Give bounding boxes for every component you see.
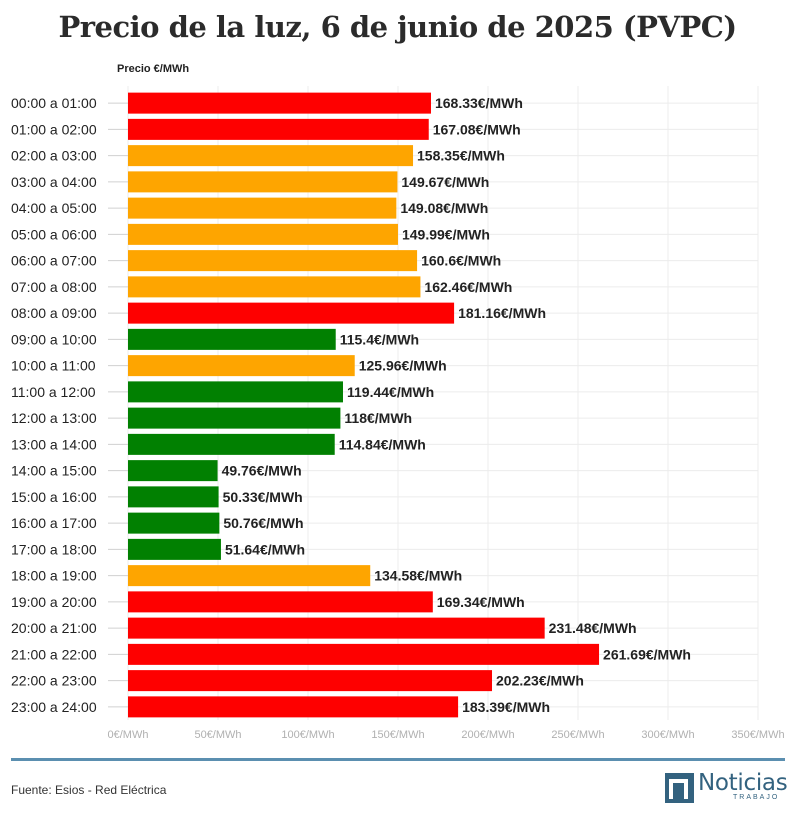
x-tick-label: 100€/MWh bbox=[281, 729, 334, 741]
bar bbox=[128, 696, 459, 718]
bar bbox=[128, 643, 600, 665]
value-label: 231.48€/MWh bbox=[549, 620, 637, 636]
value-label: 115.4€/MWh bbox=[340, 331, 419, 347]
category-label: 17:00 a 18:00 bbox=[11, 541, 97, 557]
category-label: 16:00 a 17:00 bbox=[11, 515, 97, 531]
bar bbox=[128, 512, 220, 534]
bar bbox=[128, 433, 335, 455]
category-label: 07:00 a 08:00 bbox=[11, 279, 97, 295]
value-label: 168.33€/MWh bbox=[435, 95, 523, 111]
bar bbox=[128, 276, 421, 298]
chart-title: Precio de la luz, 6 de junio de 2025 (PV… bbox=[58, 10, 737, 44]
bar bbox=[128, 328, 336, 350]
bar bbox=[128, 171, 398, 193]
value-label: 162.46€/MWh bbox=[424, 279, 512, 295]
category-label: 00:00 a 01:00 bbox=[11, 95, 97, 111]
bar bbox=[128, 197, 397, 219]
bar bbox=[128, 145, 414, 167]
value-label: 114.84€/MWh bbox=[339, 436, 426, 452]
category-label: 11:00 a 12:00 bbox=[11, 384, 96, 400]
value-label: 118€/MWh bbox=[344, 410, 412, 426]
bar bbox=[128, 460, 218, 482]
value-label: 167.08€/MWh bbox=[433, 121, 521, 137]
value-label: 51.64€/MWh bbox=[225, 541, 305, 557]
x-tick-label: 50€/MWh bbox=[194, 729, 241, 741]
y-axis-label: Precio €/MWh bbox=[117, 63, 189, 75]
category-label: 03:00 a 04:00 bbox=[11, 174, 97, 190]
category-label: 09:00 a 10:00 bbox=[11, 331, 97, 347]
value-label: 202.23€/MWh bbox=[496, 673, 584, 689]
value-label: 160.6€/MWh bbox=[421, 253, 501, 269]
value-label: 149.67€/MWh bbox=[401, 174, 489, 190]
category-label: 18:00 a 19:00 bbox=[11, 568, 97, 584]
value-label: 158.35€/MWh bbox=[417, 148, 505, 164]
bar bbox=[128, 381, 343, 403]
logo-name: Noticias bbox=[698, 770, 788, 796]
category-label: 20:00 a 21:00 bbox=[11, 620, 97, 636]
category-label: 19:00 a 20:00 bbox=[11, 594, 97, 610]
category-label: 23:00 a 24:00 bbox=[11, 699, 97, 715]
value-label: 134.58€/MWh bbox=[374, 568, 462, 584]
source-text: Fuente: Esios - Red Eléctrica bbox=[11, 783, 167, 797]
bar bbox=[128, 250, 418, 272]
value-label: 261.69€/MWh bbox=[603, 646, 691, 662]
x-tick-label: 300€/MWh bbox=[641, 729, 694, 741]
x-tick-label: 250€/MWh bbox=[551, 729, 604, 741]
value-label: 183.39€/MWh bbox=[462, 699, 550, 715]
value-label: 149.08€/MWh bbox=[400, 200, 488, 216]
x-tick-label: 350€/MWh bbox=[731, 729, 784, 741]
bar bbox=[128, 565, 371, 587]
value-label: 49.76€/MWh bbox=[222, 463, 302, 479]
category-label: 08:00 a 09:00 bbox=[11, 305, 97, 321]
bar bbox=[128, 591, 433, 613]
category-label: 04:00 a 05:00 bbox=[11, 200, 97, 216]
bar bbox=[128, 670, 493, 692]
noticias-trabajo-logo: Noticias TRABAJO bbox=[665, 770, 788, 806]
category-label: 15:00 a 16:00 bbox=[11, 489, 97, 505]
category-label: 06:00 a 07:00 bbox=[11, 253, 97, 269]
logo-n-icon bbox=[665, 773, 694, 803]
bar bbox=[128, 118, 429, 140]
bar bbox=[128, 355, 355, 377]
value-label: 119.44€/MWh bbox=[347, 384, 434, 400]
category-label: 22:00 a 23:00 bbox=[11, 673, 97, 689]
x-tick-label: 0€/MWh bbox=[108, 729, 149, 741]
bar bbox=[128, 223, 398, 245]
category-label: 21:00 a 22:00 bbox=[11, 646, 97, 662]
category-label: 02:00 a 03:00 bbox=[11, 148, 97, 164]
bars-group: 00:00 a 01:00 168.33€/MWh 01:00 a 02:00 167… bbox=[11, 92, 691, 718]
logo-subtitle: TRABAJO bbox=[733, 794, 780, 801]
value-label: 50.33€/MWh bbox=[223, 489, 303, 505]
bar bbox=[128, 538, 221, 560]
category-label: 13:00 a 14:00 bbox=[11, 436, 97, 452]
bar bbox=[128, 407, 341, 429]
category-label: 05:00 a 06:00 bbox=[11, 226, 97, 242]
footer-divider bbox=[11, 758, 785, 761]
category-label: 12:00 a 13:00 bbox=[11, 410, 97, 426]
bar bbox=[128, 486, 219, 508]
value-label: 181.16€/MWh bbox=[458, 305, 546, 321]
bar bbox=[128, 617, 545, 639]
category-label: 14:00 a 15:00 bbox=[11, 463, 97, 479]
bar bbox=[128, 302, 455, 324]
x-axis-ticks: 0€/MWh 50€/MWh 100€/MWh 150€/MWh 200€/MWh 250… bbox=[108, 729, 785, 741]
category-label: 10:00 a 11:00 bbox=[11, 358, 96, 374]
bar bbox=[128, 92, 431, 114]
value-label: 149.99€/MWh bbox=[402, 226, 490, 242]
value-label: 169.34€/MWh bbox=[437, 594, 525, 610]
bar-chart: Precio €/MWh 00:00 a 01:00 168.33€/MWh 01:… bbox=[11, 63, 785, 741]
x-tick-label: 150€/MWh bbox=[371, 729, 424, 741]
x-tick-label: 200€/MWh bbox=[461, 729, 514, 741]
value-label: 125.96€/MWh bbox=[359, 358, 447, 374]
category-label: 01:00 a 02:00 bbox=[11, 121, 97, 137]
value-label: 50.76€/MWh bbox=[223, 515, 303, 531]
